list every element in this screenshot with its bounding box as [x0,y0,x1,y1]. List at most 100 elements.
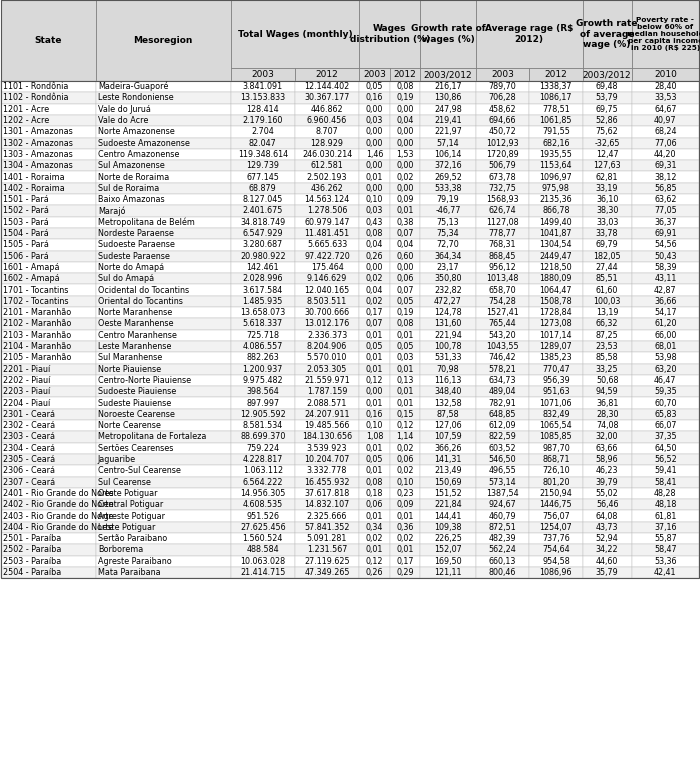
Bar [475,194,529,205]
Text: 0,10: 0,10 [366,421,383,430]
Text: 0,03: 0,03 [366,206,383,216]
Bar [96,273,230,285]
Text: 69,31: 69,31 [654,161,677,170]
Bar [1,545,699,555]
Text: Metropolitana de Belém: Metropolitana de Belém [98,218,195,227]
Text: 246.030.214: 246.030.214 [302,150,352,159]
Bar [475,149,529,160]
Text: 12.144.402: 12.144.402 [304,82,350,91]
Bar [582,398,631,408]
Bar [529,239,582,251]
Text: 82.047: 82.047 [249,138,276,148]
Bar [359,375,390,386]
Bar [475,318,529,330]
Bar [421,228,475,239]
Text: Baixo Amazonas: Baixo Amazonas [98,195,164,204]
Bar [359,115,390,126]
Bar [1,567,96,578]
Bar [529,183,582,194]
Bar [582,251,631,262]
Bar [230,386,295,398]
Text: 0,07: 0,07 [365,320,383,328]
Bar [582,522,631,533]
Text: Vale do Juruá: Vale do Juruá [98,105,150,114]
Text: 40,97: 40,97 [654,116,677,125]
Text: 0,01: 0,01 [396,398,414,408]
Bar [230,363,295,375]
Bar [1,375,699,386]
Text: 8.581.534: 8.581.534 [243,421,283,430]
Bar [1,160,699,171]
Bar [631,420,699,431]
Bar [359,81,390,93]
Bar [475,251,529,262]
Bar [529,160,582,171]
Bar [230,420,295,431]
Bar [1,420,699,431]
Text: 1127,08: 1127,08 [486,218,519,226]
Text: 2.401.675: 2.401.675 [243,206,283,216]
Bar [1,307,699,318]
Bar [421,126,475,138]
Bar [390,115,421,126]
Bar [1,443,699,454]
Bar [390,93,421,103]
Bar [295,183,359,194]
Bar [295,363,359,375]
Text: 956,39: 956,39 [542,376,570,385]
Text: 14.832.107: 14.832.107 [304,500,350,510]
Text: 56,52: 56,52 [654,455,677,464]
Text: 778,77: 778,77 [489,229,516,238]
Text: 882.263: 882.263 [246,353,279,363]
Bar [295,262,359,273]
Bar [1,375,96,386]
Bar [582,465,631,476]
Text: 0,36: 0,36 [396,523,414,532]
Bar [1,545,96,555]
Text: State: State [35,36,62,45]
Text: 1304,54: 1304,54 [540,240,572,250]
Bar [631,273,699,285]
Bar [1,352,699,363]
Bar [295,499,359,510]
Bar [1,171,96,183]
Text: 372,16: 372,16 [434,161,462,170]
Bar [631,375,699,386]
Bar [529,533,582,545]
Bar [230,307,295,318]
Bar [421,318,475,330]
Text: 0,08: 0,08 [396,320,414,328]
Text: 0,01: 0,01 [366,443,383,453]
Text: Oeste Maranhense: Oeste Maranhense [98,320,174,328]
Bar [582,454,631,465]
Text: 34,22: 34,22 [596,545,619,555]
Bar [230,398,295,408]
Text: 75,13: 75,13 [437,218,459,226]
Bar [359,443,390,454]
Text: 770,47: 770,47 [542,365,570,373]
Text: 107,59: 107,59 [434,433,462,441]
Bar [1,126,96,138]
Text: 0,00: 0,00 [396,138,414,148]
Text: 0,05: 0,05 [396,297,414,306]
Text: 0,12: 0,12 [365,557,383,566]
Text: 27.625.456: 27.625.456 [240,523,286,532]
Text: 97.422.720: 97.422.720 [304,251,350,261]
Text: 33,03: 33,03 [596,218,618,226]
Bar [529,138,582,149]
Text: 1086,17: 1086,17 [540,93,572,103]
Bar [1,262,699,273]
Bar [390,262,421,273]
Bar [295,126,359,138]
Text: 38,30: 38,30 [596,206,618,216]
Text: 366,26: 366,26 [434,443,462,453]
Bar [1,239,699,251]
Bar [1,488,96,499]
Text: 1061,85: 1061,85 [540,116,572,125]
Bar [359,386,390,398]
Bar [230,81,295,93]
Text: 1273,08: 1273,08 [540,320,572,328]
Bar [295,160,359,171]
Bar [631,216,699,228]
Bar [295,171,359,183]
